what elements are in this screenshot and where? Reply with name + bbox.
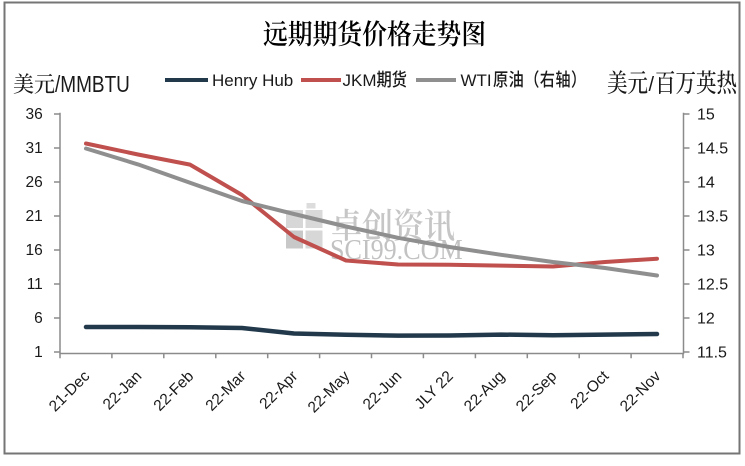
svg-text:16: 16 bbox=[26, 242, 43, 259]
svg-text:Henry Hub: Henry Hub bbox=[212, 71, 293, 90]
svg-text:31: 31 bbox=[26, 140, 43, 157]
svg-text:12: 12 bbox=[697, 311, 715, 328]
svg-text:13: 13 bbox=[697, 243, 715, 260]
svg-text:21: 21 bbox=[26, 208, 43, 225]
svg-text:36: 36 bbox=[26, 106, 43, 123]
svg-text:1: 1 bbox=[34, 344, 43, 361]
svg-text:26: 26 bbox=[26, 174, 43, 191]
svg-text:15: 15 bbox=[697, 107, 715, 124]
svg-text:JKM: JKM bbox=[343, 71, 377, 90]
svg-text:WTI: WTI bbox=[461, 71, 492, 90]
svg-text:12.5: 12.5 bbox=[697, 277, 728, 294]
svg-text:/: / bbox=[649, 74, 655, 96]
svg-text:11: 11 bbox=[27, 276, 43, 293]
svg-text:14: 14 bbox=[697, 175, 715, 192]
svg-text:/MMBTU: /MMBTU bbox=[55, 72, 130, 97]
svg-text:11.5: 11.5 bbox=[697, 345, 727, 362]
svg-text:14.5: 14.5 bbox=[697, 141, 728, 158]
svg-text:13.5: 13.5 bbox=[697, 209, 728, 226]
svg-text:6: 6 bbox=[34, 310, 43, 327]
